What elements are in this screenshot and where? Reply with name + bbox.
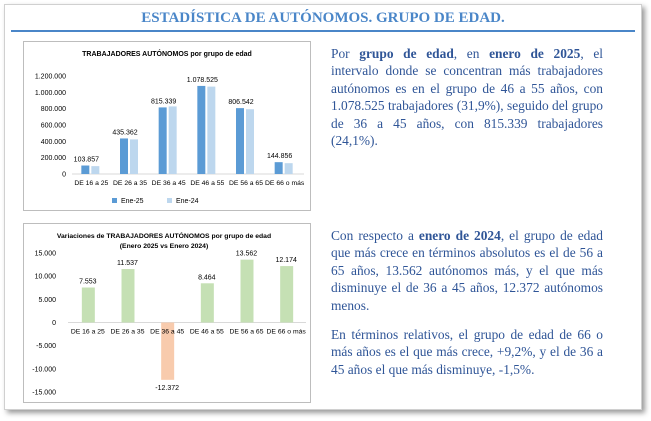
bar-ene-25 xyxy=(120,138,128,174)
data-label: 815.339 xyxy=(151,98,176,105)
data-label: 12.174 xyxy=(275,257,297,264)
y-tick-label: 600.000 xyxy=(41,123,66,130)
bar-ene-25 xyxy=(81,165,90,174)
chart-workers-by-age: TRABAJADORES AUTÓNOMOS por grupo de edad… xyxy=(23,41,311,211)
y-tick-label: -15.000 xyxy=(32,390,56,397)
y-tick-label: 0 xyxy=(62,172,66,179)
y-tick-label: 400.000 xyxy=(41,139,66,146)
y-tick-label: 1.200.000 xyxy=(35,74,66,81)
y-tick-label: -10.000 xyxy=(32,366,56,373)
chart-variation-by-age: Variaciones de TRABAJADORES AUTÓNOMOS po… xyxy=(23,223,311,403)
data-label: 13.562 xyxy=(236,251,258,258)
chart-title: TRABAJADORES AUTÓNOMOS por grupo de edad xyxy=(82,49,252,58)
x-tick-label: DE 66 o más xyxy=(267,329,307,336)
paragraph-text: , en xyxy=(453,46,490,61)
y-tick-label: 15.000 xyxy=(35,251,57,258)
x-tick-label: DE 36 a 45 xyxy=(150,329,184,336)
paragraph-1: Por grupo de edad, en enero de 2025, el … xyxy=(331,45,603,149)
y-tick-label: 0 xyxy=(52,320,56,327)
highlight-text: grupo de edad xyxy=(359,46,454,61)
variation-bar xyxy=(81,287,95,323)
y-tick-label: 200.000 xyxy=(41,155,66,162)
data-label: 806.542 xyxy=(228,99,253,106)
data-label: 144.856 xyxy=(267,153,292,160)
page-title: ESTADÍSTICA DE AUTÓNOMOS. GRUPO DE EDAD. xyxy=(141,10,505,26)
bar-ene-24 xyxy=(207,86,216,174)
paragraph-text: En términos relativos, el grupo de edad … xyxy=(331,327,603,377)
data-label: 11.537 xyxy=(117,260,138,267)
bar-ene-24 xyxy=(91,166,100,174)
legend-swatch xyxy=(167,198,172,203)
data-label: 1.078.525 xyxy=(187,77,218,84)
x-tick-label: DE 66 o más xyxy=(265,180,305,187)
bar-ene-25 xyxy=(197,85,206,174)
data-label: 435.362 xyxy=(112,129,137,136)
variation-bar xyxy=(200,283,214,323)
variation-bar xyxy=(121,269,135,323)
x-tick-label: DE 26 a 35 xyxy=(113,180,147,187)
y-tick-label: 5.000 xyxy=(38,297,56,304)
title-divider xyxy=(11,30,635,32)
y-tick-label: -5.000 xyxy=(36,343,56,350)
bar-ene-24 xyxy=(130,139,138,174)
x-tick-label: DE 16 a 25 xyxy=(71,329,105,336)
bar-ene-25 xyxy=(158,107,167,174)
bar-ene-24 xyxy=(168,106,177,174)
highlight-text: enero de 2025 xyxy=(489,46,581,61)
paragraph-2: Con respecto a enero de 2024, el grupo d… xyxy=(331,227,603,390)
bar-ene-25 xyxy=(236,108,244,174)
bar-ene-24 xyxy=(284,163,293,174)
x-tick-label: DE 46 a 55 xyxy=(190,180,224,187)
legend-swatch xyxy=(112,198,117,203)
x-tick-label: DE 36 a 45 xyxy=(152,180,186,187)
x-tick-label: DE 16 a 25 xyxy=(74,180,108,187)
variation-bar xyxy=(240,259,254,323)
x-tick-label: DE 46 a 55 xyxy=(190,329,224,336)
data-label: 8.464 xyxy=(198,274,216,281)
report-frame: ESTADÍSTICA DE AUTÓNOMOS. GRUPO DE EDAD.… xyxy=(4,4,642,410)
legend-label: Ene-24 xyxy=(176,198,199,205)
y-tick-label: 800.000 xyxy=(41,106,66,113)
paragraph-text: Por xyxy=(331,46,360,61)
highlight-text: enero de 2024 xyxy=(418,228,501,243)
x-tick-label: DE 56 a 65 xyxy=(229,180,263,187)
paragraph-text: Con respecto a xyxy=(331,228,419,243)
y-tick-label: 10.000 xyxy=(35,274,57,281)
data-label: 103.857 xyxy=(74,157,99,164)
legend-label: Ene-25 xyxy=(121,198,144,205)
data-label: -12.372 xyxy=(155,385,179,392)
x-tick-label: DE 26 a 35 xyxy=(110,329,144,336)
bar-ene-25 xyxy=(274,162,283,174)
chart-subtitle: (Enero 2025 vs Enero 2024) xyxy=(120,243,208,250)
x-tick-label: DE 56 a 65 xyxy=(229,329,263,336)
paragraph-text: , el grupo de edad que más crece en térm… xyxy=(331,228,603,313)
chart-title: Variaciones de TRABAJADORES AUTÓNOMOS po… xyxy=(57,231,271,240)
y-tick-label: 1.000.000 xyxy=(35,90,66,97)
bar-ene-24 xyxy=(246,109,254,174)
paragraph-text: , el intervalo donde se concentran más t… xyxy=(331,46,604,149)
variation-bar xyxy=(161,322,175,380)
variation-bar xyxy=(280,266,294,323)
data-label: 7.553 xyxy=(79,279,97,286)
